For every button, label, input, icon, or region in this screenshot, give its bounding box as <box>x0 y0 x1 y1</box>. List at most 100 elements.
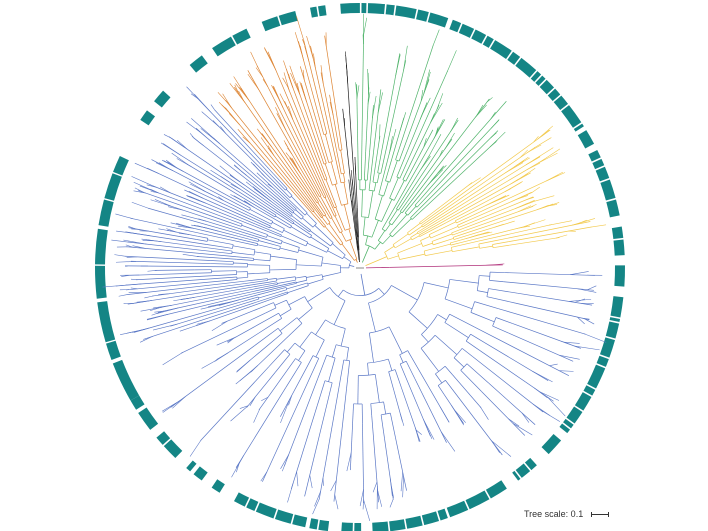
leaf-branch <box>213 137 220 144</box>
internal-branch <box>304 195 322 218</box>
leaf-branch <box>548 204 558 207</box>
leaf-branch <box>416 129 434 162</box>
leaf-branch <box>208 301 232 307</box>
leaf-branch <box>541 129 550 137</box>
internal-branch <box>258 240 281 247</box>
internal-branch <box>367 363 369 376</box>
leaf-branch <box>289 65 297 83</box>
leaf-branch <box>189 439 202 457</box>
internal-branch <box>387 255 399 260</box>
internal-branch <box>388 326 403 354</box>
ring-segment <box>561 105 582 128</box>
leaf-branch <box>156 307 179 315</box>
ring-segment <box>341 522 353 531</box>
internal-branch <box>267 278 277 280</box>
internal-branch <box>465 340 481 351</box>
leaf-branch <box>403 45 408 71</box>
leaf-branch <box>171 152 189 165</box>
internal-branch <box>312 185 320 197</box>
ring-segment <box>524 457 537 471</box>
leaf-branch <box>208 133 285 202</box>
internal-branch <box>405 360 416 379</box>
ring-segment <box>539 79 555 95</box>
leaf-branch <box>271 85 279 98</box>
leaf-branch <box>464 206 534 231</box>
internal-branch <box>207 239 234 245</box>
internal-branch <box>247 264 270 266</box>
leaf-branch <box>148 207 239 235</box>
leaf-branch <box>306 35 314 60</box>
internal-branch <box>328 357 336 382</box>
leaf-branch <box>186 195 200 201</box>
internal-branch <box>364 180 367 190</box>
internal-arc <box>323 163 327 165</box>
leaf-branch <box>262 382 309 482</box>
internal-branch <box>338 359 345 388</box>
internal-branch <box>296 264 322 267</box>
ring-segment <box>233 492 250 507</box>
leaf-branch <box>458 416 464 424</box>
leaf-branch <box>125 231 151 237</box>
leaf-branch <box>472 356 544 413</box>
internal-branch <box>288 198 306 216</box>
clade-stem <box>360 273 366 296</box>
leaf-branch <box>412 105 440 160</box>
internal-arc <box>372 181 378 184</box>
leaf-branch <box>569 271 589 275</box>
leaf-branch <box>488 383 536 425</box>
leaf-branch <box>221 306 263 324</box>
leaf-branch <box>330 480 337 492</box>
internal-branch <box>349 239 358 260</box>
internal-arc <box>378 240 383 245</box>
internal-branch <box>389 177 399 199</box>
internal-arc <box>343 288 379 296</box>
ring-segment <box>154 90 171 108</box>
leaf-branch <box>133 190 146 194</box>
leaf-branch <box>180 312 266 354</box>
internal-branch <box>419 222 447 237</box>
ring-segment <box>485 480 507 499</box>
leaf-branch <box>309 475 313 489</box>
leaf-branch <box>571 218 596 226</box>
internal-arc <box>336 344 349 348</box>
internal-arc <box>400 360 407 365</box>
leaf-branch <box>487 97 493 102</box>
internal-branch <box>417 219 438 233</box>
internal-branch <box>424 243 451 252</box>
internal-branch <box>399 363 409 383</box>
leaf-branch <box>241 171 281 203</box>
internal-branch <box>340 150 345 174</box>
leaf-branch <box>490 111 496 120</box>
leaf-branch <box>440 431 456 452</box>
internal-branch <box>291 196 308 214</box>
internal-branch <box>291 215 311 231</box>
leaf-branch <box>197 225 219 232</box>
leaf-branch <box>255 67 264 78</box>
internal-branch <box>383 401 387 415</box>
leaf-branch <box>283 72 290 91</box>
leaf-branch <box>437 165 447 174</box>
leaf-branch <box>369 105 374 153</box>
internal-branch <box>310 230 331 247</box>
internal-branch <box>318 164 326 181</box>
ring-segment <box>292 514 308 528</box>
ring-segment <box>515 57 537 78</box>
leaf-branch <box>451 405 465 426</box>
internal-branch <box>479 245 493 249</box>
leaf-branch <box>587 285 597 290</box>
internal-branch <box>258 318 282 334</box>
internal-branch <box>474 301 499 310</box>
clade-stem <box>355 259 358 263</box>
leaf-branch <box>508 418 520 427</box>
leaf-branch <box>478 224 552 242</box>
internal-branch <box>262 302 274 308</box>
internal-branch <box>407 223 421 234</box>
internal-branch <box>489 280 504 283</box>
leaf-branch <box>111 239 129 243</box>
leaf-branch <box>163 134 171 139</box>
ring-segment <box>193 466 208 481</box>
internal-branch <box>357 237 360 251</box>
leaf-branch <box>423 138 427 148</box>
internal-branch <box>363 151 367 180</box>
